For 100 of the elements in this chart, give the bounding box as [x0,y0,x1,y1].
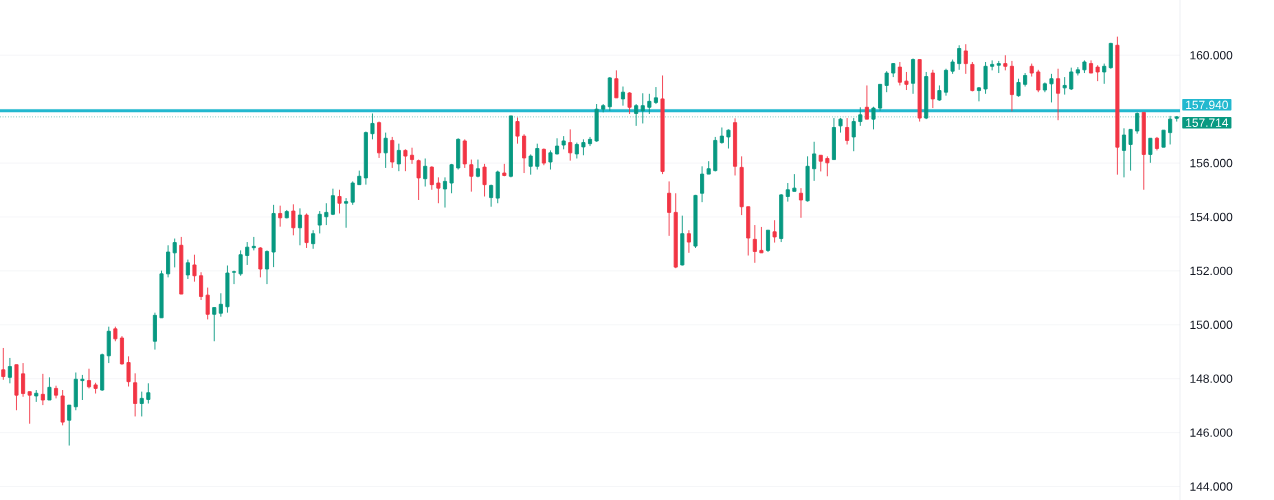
candlestick [726,128,731,149]
candlestick [864,84,869,120]
candlestick [7,357,12,384]
candlestick [1148,137,1153,164]
candlestick [291,203,296,236]
candlestick [1036,69,1041,93]
candlestick [1,347,6,381]
candlestick [60,389,65,426]
candlestick [251,236,256,251]
candlestick [990,59,995,71]
candlestick [693,194,698,249]
candlestick [812,141,817,182]
candlestick [278,205,283,228]
candlestick [297,207,302,246]
candlestick [528,154,533,176]
candlestick [522,133,527,174]
candlestick [1016,78,1021,98]
candlestick [1023,72,1028,87]
candlestick [429,165,434,191]
candlestick [541,148,546,166]
candlestick [495,170,500,204]
y-tick-label: 150.000 [1190,320,1233,330]
candlestick [1089,59,1094,74]
candlestick [943,68,949,97]
candlestick [653,86,658,105]
candlestick [100,353,105,392]
candlestick [739,155,744,216]
candlestick [891,62,896,78]
candlestick [700,165,705,203]
candlestick [126,355,131,387]
candlestick [1009,60,1014,112]
candlestick [1102,63,1107,85]
candlestick [47,376,52,401]
candlestick [14,364,19,411]
candlestick [1082,59,1087,74]
candlestick [1042,82,1047,93]
candlestick [805,155,810,203]
candlestick [67,404,72,446]
candlestick [1003,54,1008,71]
y-tick-label: 160.000 [1190,51,1233,60]
candlestick [152,312,157,351]
candlestick [976,86,981,102]
candlestick [363,131,368,186]
candlestick [897,61,902,86]
candlestick [561,135,566,150]
candlestick [192,254,197,283]
candlestick [462,138,467,169]
candlestick [86,368,92,389]
candlestick [937,84,942,102]
candlestick [568,128,573,162]
candlestick [851,117,856,152]
candlestick [601,103,606,113]
candlestick [667,180,672,237]
candlestick [765,229,771,253]
candlestick [798,187,803,219]
candlestick [258,246,263,278]
candlestick [113,326,118,342]
candlestick [284,209,289,219]
candlestick [271,204,276,268]
candlestick [772,219,777,244]
candlestick [917,59,922,123]
candlestick [449,163,454,194]
candlestick [1121,127,1127,178]
candlestick [350,180,355,206]
candlestick [73,372,78,411]
candlestick [1062,76,1067,96]
candlestick [304,213,309,249]
ref-line-label: 157.940 [1186,100,1228,110]
candlestick [950,59,955,75]
candlestick [996,60,1001,74]
candlestick [133,372,138,417]
candlestick [1141,111,1146,191]
ref-line-label: 157.714 [1186,118,1229,127]
candlestick [179,236,184,295]
candlestick [482,163,487,197]
candlestick [1056,68,1061,121]
candlestick [1128,128,1133,172]
candlestick [93,382,98,394]
candlestick [344,197,349,229]
candlestick [119,335,124,366]
candlestick [1154,136,1159,151]
candlestick [587,136,593,147]
candlestick [396,143,401,172]
candlestick [456,137,461,170]
candlestick [607,76,612,112]
candlestick [555,137,560,155]
candlestick [238,249,243,277]
candlestick [581,138,586,156]
candlestick [159,270,164,319]
candlestick [212,307,217,342]
candlestick [409,147,415,165]
candlestick [878,83,883,112]
y-tick-label: 154.000 [1190,212,1233,222]
candlestick [80,374,85,401]
candlestick [330,188,335,216]
y-tick-label: 144.000 [1190,482,1233,491]
candlestick [620,86,626,107]
candlestick [264,249,270,285]
candlestick [911,58,916,95]
candlestick [752,224,757,264]
